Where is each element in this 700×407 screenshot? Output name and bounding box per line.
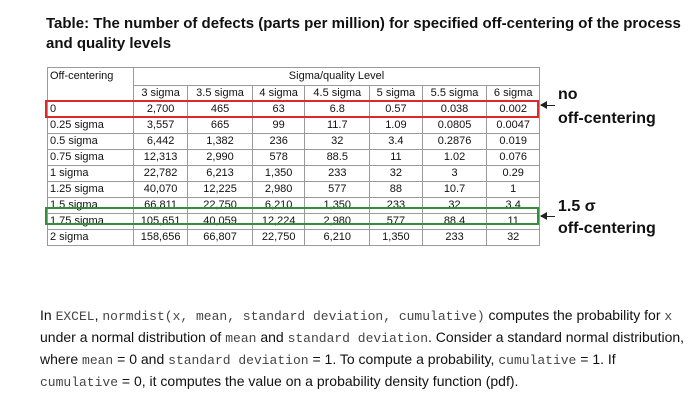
table-cell: 0.038 bbox=[421, 101, 488, 118]
sigma-level-header: Sigma/quality Level bbox=[133, 67, 540, 86]
table-cell: 0.0805 bbox=[421, 117, 488, 134]
table-cell: 6,442 bbox=[132, 133, 189, 150]
table-row: 1.25 sigma 40,070 12,225 2,980 577 88 10.7 1 bbox=[47, 181, 540, 198]
table-cell: 236 bbox=[251, 133, 306, 150]
table-cell: 0.002 bbox=[486, 101, 540, 118]
table-cell: 32 bbox=[486, 229, 540, 246]
table-cell: 0.2876 bbox=[421, 133, 488, 150]
annotation-no-offcentering: off-centering bbox=[558, 110, 656, 127]
table-cell: 578 bbox=[251, 149, 306, 166]
text: . Consider a standard normal distributio… bbox=[40, 329, 685, 367]
table-cell: 3,557 bbox=[132, 117, 189, 134]
table-cell: 88 bbox=[369, 181, 423, 198]
code-cumulative: cumulative bbox=[498, 353, 577, 368]
table-cell: 0.29 bbox=[486, 165, 540, 182]
table-cell: 1.09 bbox=[369, 117, 423, 134]
table-cell: 22,782 bbox=[132, 165, 189, 182]
offcentering-highlight bbox=[45, 207, 539, 225]
code-mean: mean bbox=[225, 331, 257, 346]
table-cell: 66,807 bbox=[187, 229, 253, 246]
table-row: 0.5 sigma 6,442 1,382 236 32 3.4 0.2876 0.019 bbox=[47, 133, 540, 150]
text: = 0 and bbox=[113, 351, 169, 367]
text: computes the probability for bbox=[484, 307, 665, 323]
text: = 0, it computes the value on a probabil… bbox=[118, 373, 519, 389]
defects-table: Off-centering Sigma/quality Level 3 sigm… bbox=[47, 67, 540, 246]
header-row-group: Off-centering Sigma/quality Level bbox=[47, 67, 540, 102]
code-excel: EXCEL bbox=[55, 309, 95, 324]
row-label: 1.25 sigma bbox=[47, 181, 134, 198]
header-row-columns: 3 sigma 3.5 sigma 4 sigma 4.5 sigma 5 si… bbox=[48, 85, 540, 102]
table-cell: 40,070 bbox=[132, 181, 189, 198]
code-cumulative: cumulative bbox=[40, 375, 119, 390]
column-header: 3 sigma bbox=[132, 85, 189, 102]
column-header: 4.5 sigma bbox=[304, 85, 371, 102]
table-cell: 32 bbox=[304, 133, 371, 150]
annotation-no: no bbox=[558, 86, 578, 103]
table-cell: 6.8 bbox=[304, 101, 371, 118]
table-cell: 3 bbox=[421, 165, 488, 182]
table-title: Table: The number of defects (parts per … bbox=[46, 15, 681, 52]
table-row: 1.5 sigma 66,811 22,750 6,210 1,350 233 32 3.4 bbox=[47, 197, 540, 214]
text: and bbox=[256, 329, 288, 345]
table-cell: 1,382 bbox=[187, 133, 253, 150]
row-label: 2 sigma bbox=[47, 229, 134, 246]
table-row: 2 sigma 158,656 66,807 22,750 6,210 1,350 233 3… bbox=[47, 229, 540, 246]
table-cell: 1,350 bbox=[251, 165, 306, 182]
code-normdist: normdist(x, mean, standard deviation, cu… bbox=[102, 309, 485, 324]
text: = 1. If bbox=[576, 351, 616, 367]
text: under a normal distribution of bbox=[40, 329, 226, 345]
table-row: 0.75 sigma 12,313 2,990 578 88.5 11 1.02 0.076 bbox=[47, 149, 540, 166]
text: = 1. To compute a probability, bbox=[308, 351, 499, 367]
table-cell: 10.7 bbox=[421, 181, 488, 198]
table-cell: 6,213 bbox=[187, 165, 253, 182]
table-cell: 158,656 bbox=[132, 229, 189, 246]
table-row: 0 2,700 465 63 6.8 0.57 0.038 0.002 bbox=[47, 101, 540, 118]
table-cell: 1.02 bbox=[421, 149, 488, 166]
table-body: 0 2,700 465 63 6.8 0.57 0.038 0.002 0.25 sigma 3,… bbox=[47, 101, 540, 246]
code-x: x bbox=[664, 309, 673, 324]
arrow-offcentering bbox=[540, 212, 555, 220]
row-label: 0.5 sigma bbox=[47, 133, 134, 150]
annotation-offcentering: off-centering bbox=[558, 220, 656, 237]
table-cell: 233 bbox=[421, 229, 488, 246]
table-cell: 63 bbox=[251, 101, 306, 118]
table-cell: 11.7 bbox=[304, 117, 371, 134]
annotation-sigma: 1.5 σ bbox=[558, 198, 596, 215]
table-cell: 6,210 bbox=[304, 229, 371, 246]
table-cell: 1 bbox=[486, 181, 540, 198]
column-header: 4 sigma bbox=[251, 85, 306, 102]
table-cell: 2,980 bbox=[251, 181, 306, 198]
table-cell: 12,313 bbox=[132, 149, 189, 166]
table-cell: 12,225 bbox=[187, 181, 253, 198]
table-cell: 22,750 bbox=[251, 229, 306, 246]
text: , bbox=[94, 307, 103, 323]
code-sd: standard deviation bbox=[168, 353, 309, 368]
explanation-paragraph: In EXCEL, normdist(x, mean, standard dev… bbox=[40, 305, 690, 393]
table-cell: 2,990 bbox=[187, 149, 253, 166]
table-cell: 0.076 bbox=[486, 149, 540, 166]
code-sd: standard deviation bbox=[287, 331, 429, 346]
row-label: 1 sigma bbox=[47, 165, 134, 182]
table-cell: 99 bbox=[251, 117, 306, 134]
table-cell: 577 bbox=[304, 181, 371, 198]
off-centering-header: Off-centering bbox=[47, 67, 134, 102]
table-cell: 0.019 bbox=[486, 133, 540, 150]
table-cell: 3.4 bbox=[369, 133, 423, 150]
table-cell: 88.5 bbox=[304, 149, 371, 166]
code-mean: mean bbox=[82, 353, 114, 368]
arrow-no-offcentering bbox=[540, 101, 555, 109]
table-cell: 0.0047 bbox=[486, 117, 540, 134]
table-cell: 1,350 bbox=[369, 229, 423, 246]
no-offcentering-highlight bbox=[45, 100, 539, 118]
table-row: 1 sigma 22,782 6,213 1,350 233 32 3 0.29 bbox=[47, 165, 540, 182]
table-cell: 11 bbox=[369, 149, 423, 166]
row-label: 0.25 sigma bbox=[47, 117, 134, 134]
table-cell: 32 bbox=[369, 165, 423, 182]
table-cell: 665 bbox=[187, 117, 253, 134]
text: In bbox=[40, 307, 56, 323]
table-row: 0.25 sigma 3,557 665 99 11.7 1.09 0.0805 0.0047 bbox=[47, 117, 540, 134]
row-label: 0.75 sigma bbox=[47, 149, 134, 166]
table-cell: 233 bbox=[304, 165, 371, 182]
